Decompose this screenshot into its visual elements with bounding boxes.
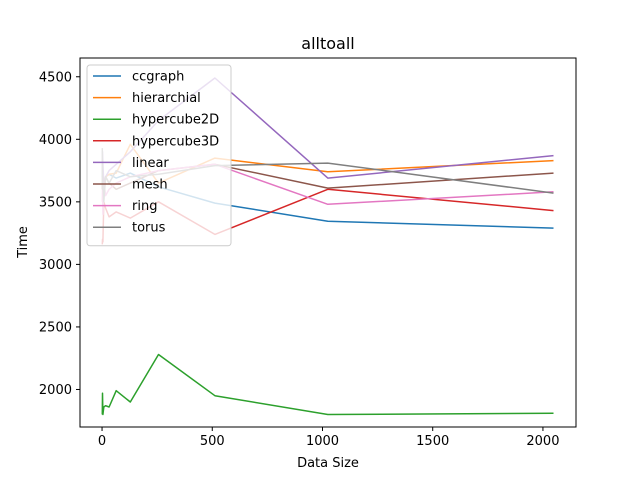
legend-box [86,64,232,247]
legend: ccgraph hierarchial hypercube2D hypercube3D… [86,64,232,247]
x-tick-label: 2000 [526,434,559,449]
x-axis-label: Data Size [297,456,359,471]
legend-label-hierarchial: hierarchial [132,91,201,106]
x-tick-label: 1500 [416,434,449,449]
legend-label-linear: linear [132,156,169,171]
legend-label-torus: torus [132,221,166,236]
x-tick-label: 0 [98,434,106,449]
legend-label-ccgraph: ccgraph [132,70,184,85]
y-tick-label: 4500 [39,70,72,85]
y-tick-label: 3000 [39,258,72,273]
legend-label-hypercube3D: hypercube3D [132,134,219,149]
legend-label-ring: ring [132,199,157,214]
y-tick-label: 2000 [39,383,72,398]
y-tick-label: 4000 [39,133,72,148]
y-tick-label: 2500 [39,320,72,335]
x-tick-label: 500 [200,434,225,449]
axes: 0 500 1000 1500 2000 2000 2500 3000 3500 4000 4500 [39,57,577,449]
series-line-hypercube2D [101,353,554,416]
legend-label-mesh: mesh [132,178,168,193]
x-tick-label: 1000 [306,434,339,449]
y-axis-label: Time [16,226,31,259]
y-tick-label: 3500 [39,195,72,210]
plot-frame [79,57,577,428]
chart-title: alltoall [301,34,354,53]
legend-label-hypercube2D: hypercube2D [132,113,219,128]
